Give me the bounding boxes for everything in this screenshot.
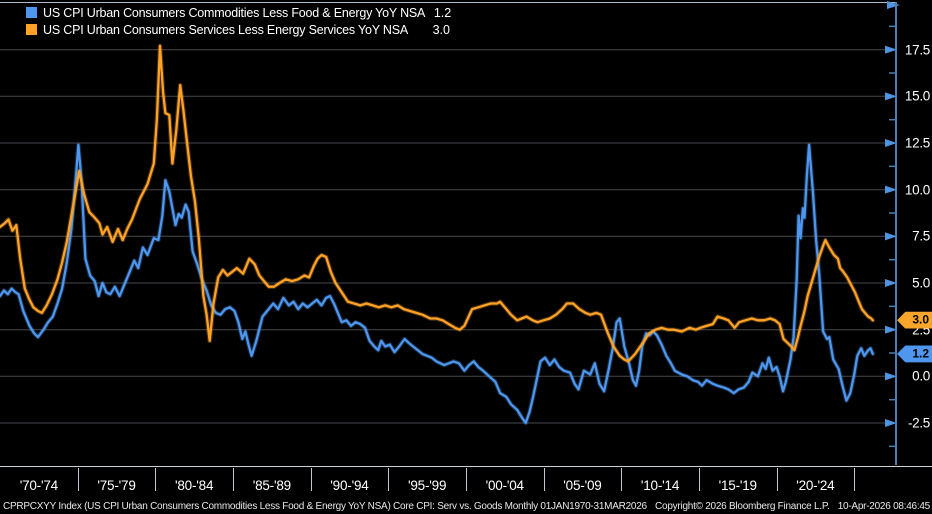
y-major-tick-icon (885, 45, 897, 54)
x-tick-label: '95-'99 (407, 477, 447, 493)
copyright-text: Copyright© 2026 Bloomberg Finance L.P. (655, 500, 830, 512)
x-tick-label: '10-'14 (640, 477, 680, 493)
x-axis-divider (77, 468, 79, 491)
legend-label-services: US CPI Urban Consumers Services Less Ene… (43, 22, 409, 37)
y-major-tick-icon (885, 232, 897, 241)
x-tick-label: '90-'94 (330, 477, 369, 493)
y-major-tick-icon (885, 279, 897, 287)
x-axis-divider (465, 468, 467, 491)
x-axis-divider (776, 468, 778, 491)
y-tick-label: 15.0 (904, 88, 930, 104)
y-tick-label: -2.5 (907, 415, 930, 431)
y-major-tick-icon (885, 419, 897, 427)
x-axis-divider (233, 468, 234, 491)
x-axis-divider (310, 468, 312, 491)
status-bar: CPRPCXYY Index (US CPI Urban Consumers C… (0, 498, 932, 514)
x-tick-label: '85-'89 (252, 477, 291, 493)
timestamp: 10-Apr-2026 08:46:45 (837, 500, 931, 512)
series-glow-0 (0, 142, 876, 426)
x-tick-label: '70-'74 (19, 477, 58, 493)
y-tick-label: 10.0 (904, 182, 930, 198)
x-axis-divider (854, 468, 856, 491)
y-tick-label: 5.0 (912, 275, 930, 291)
x-tick-label: '75-'79 (97, 477, 136, 493)
x-tick-label: '15-'19 (718, 477, 757, 493)
y-major-tick-icon (885, 185, 897, 194)
y-major-tick-icon (885, 92, 897, 101)
y-tick-label: 17.5 (904, 42, 930, 58)
x-axis: '70-'74 '75-'79 '80-'84 '85-'89 '90-'94 '95-'… (0, 466, 932, 498)
legend-swatch-services-icon (26, 24, 37, 35)
x-tick-label: '20-'24 (796, 477, 835, 493)
x-tick-label: '80-'84 (174, 477, 214, 493)
legend-row-commodities[interactable]: US CPI Urban Consumers Commodities Less … (26, 4, 452, 21)
series-line-commodities (0, 143, 874, 425)
legend-value-services: 3.0 (432, 22, 450, 37)
x-axis-divider (698, 468, 700, 491)
legend-label-commodities: US CPI Urban Consumers Commodities Less … (43, 5, 426, 20)
badge-services-last-value: 3.0 (897, 311, 932, 329)
chart-legend: US CPI Urban Consumers Commodities Less … (24, 3, 452, 39)
series-glow-1 (0, 43, 876, 364)
legend-swatch-commodities-icon (26, 7, 37, 18)
x-axis-divider (621, 468, 623, 491)
x-axis-divider (388, 468, 390, 491)
y-tick-label: 0.0 (912, 368, 930, 384)
y-major-tick-icon (885, 325, 897, 334)
x-axis-divider (155, 468, 157, 491)
plot-area[interactable] (0, 0, 932, 467)
x-axis-divider (543, 468, 545, 491)
series-line-services (0, 44, 874, 363)
x-tick-label: '05-'09 (563, 477, 602, 493)
y-tick-label: 7.5 (912, 228, 930, 244)
y-tick-label: 12.5 (904, 135, 930, 151)
y-major-tick-icon (885, 139, 897, 147)
x-tick-label: '00-'04 (485, 477, 524, 493)
badge-commodities-last-value: 1.2 (897, 345, 932, 363)
y-major-tick-icon (885, 372, 897, 381)
legend-row-services[interactable]: US CPI Urban Consumers Services Less Ene… (26, 21, 450, 38)
axis-top-arrow-icon (887, 1, 900, 9)
ticker-description: CPRPCXYY Index (US CPI Urban Consumers C… (3, 500, 647, 512)
legend-value-commodities: 1.2 (433, 5, 452, 20)
